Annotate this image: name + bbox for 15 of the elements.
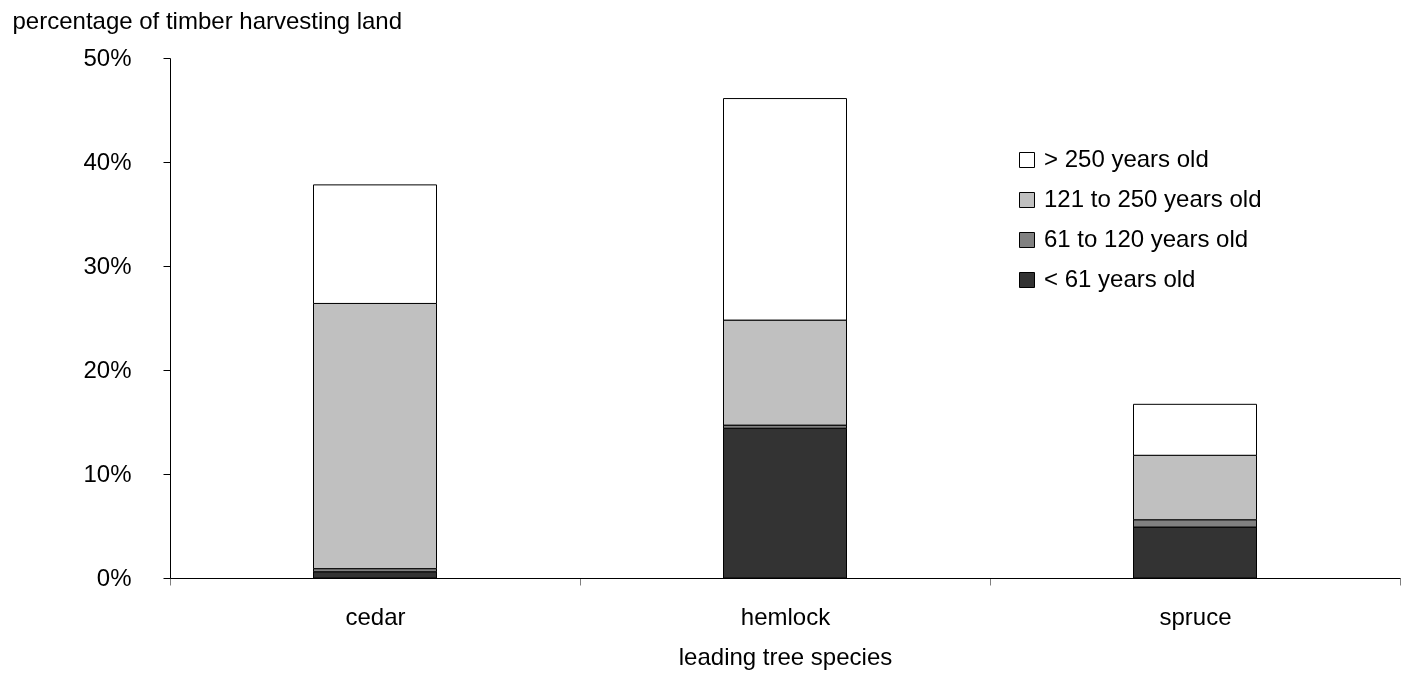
legend-label: < 61 years old bbox=[1044, 265, 1196, 292]
x-tick-label: hemlock bbox=[740, 602, 832, 630]
y-tick-label: 50% bbox=[83, 43, 132, 71]
y-tick-label: 10% bbox=[83, 459, 132, 487]
legend-label: 61 to 120 years old bbox=[1044, 225, 1249, 252]
y-tick-label: 20% bbox=[83, 355, 132, 383]
legend-label: > 250 years old bbox=[1044, 145, 1209, 172]
x-tick-label: spruce bbox=[1159, 602, 1232, 630]
x-axis-title: leading tree species bbox=[678, 642, 893, 670]
y-axis-title: percentage of timber harvesting land bbox=[12, 6, 403, 34]
y-tick-label: 0% bbox=[96, 563, 132, 591]
x-tick-label: cedar bbox=[345, 602, 406, 630]
y-tick-label: 30% bbox=[83, 251, 132, 279]
legend-label: 121 to 250 years old bbox=[1044, 185, 1262, 212]
y-tick-label: 40% bbox=[83, 147, 132, 175]
